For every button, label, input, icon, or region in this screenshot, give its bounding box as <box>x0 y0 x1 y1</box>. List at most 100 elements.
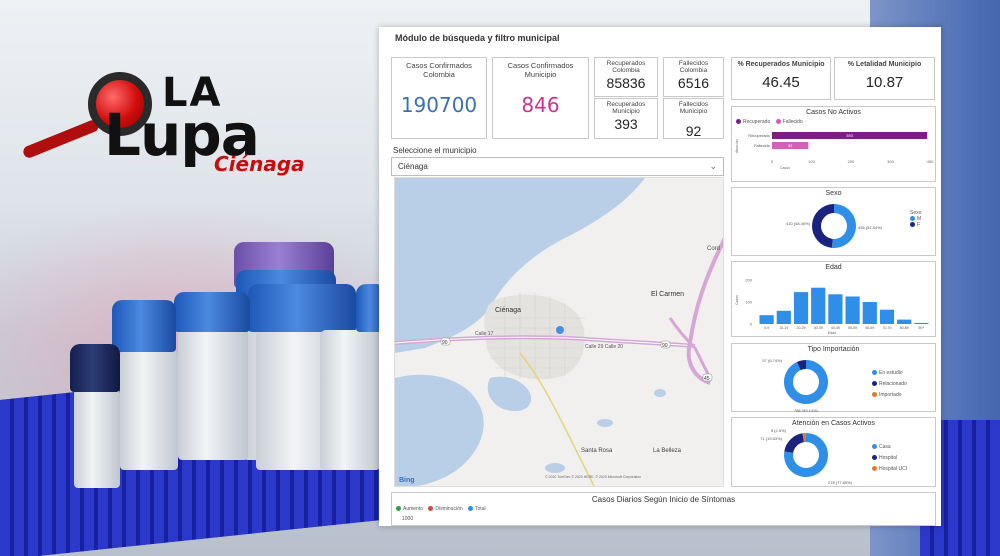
data-label: 393 <box>846 133 853 138</box>
legend-label: Fallecido <box>782 119 803 125</box>
kpi-casos-colombia: Casos Confirmados Colombia 190700 <box>391 57 487 139</box>
legend-label: Disminución <box>435 506 463 512</box>
chart-legend: Sexo M F <box>910 210 921 228</box>
bar <box>776 310 791 324</box>
atencion-donut-chart: 278 (77.65%) 71 (19.83%) 9 (2.5%) <box>760 428 853 485</box>
legend-title: Sexo <box>910 210 922 216</box>
category-label: 40-49 <box>831 326 840 330</box>
dashboard-title: Módulo de búsqueda y filtro municipal <box>395 33 560 43</box>
data-label: 9 (2.5%) <box>771 428 787 433</box>
panel-tipo-importacion: Tipo Importación 788 (93.14%) 57 (6.74%) … <box>731 343 936 412</box>
kpi-label: Recuperados Municipio <box>606 101 646 116</box>
magnifier-handle <box>21 118 101 160</box>
map-label-street: Calle 17 <box>475 331 494 337</box>
tick-label: 100 <box>745 300 752 305</box>
edad-bar-chart: 200 100 0 Casos 0-9 10-19 20-29 30-39 40-49 50-59… <box>735 278 929 335</box>
magnifier-icon <box>88 72 152 136</box>
chart-title: Edad <box>825 264 842 271</box>
panel-atencion: Atención en Casos Activos 278 (77.65%) 71… <box>731 417 936 487</box>
kpi-value: 846 <box>521 93 560 118</box>
axis-title: Casos <box>780 166 790 170</box>
sexo-donut-chart: 436 (51.54%) 410 (48.46%) <box>786 204 883 248</box>
category-label: 0-9 <box>764 326 769 330</box>
axis-title: Casos <box>735 295 739 305</box>
donut-slice <box>784 433 828 477</box>
donut-slice <box>796 360 806 371</box>
route-number: 45 <box>704 376 710 382</box>
highway-45 <box>686 237 723 385</box>
map-label-cienaga: Ciénaga <box>495 307 521 314</box>
casos-no-activos-chart: Atención Recuperado 393 Fallecido 92 0 100 200 3… <box>735 132 934 170</box>
bar <box>879 309 895 324</box>
tick-label: 0 <box>771 159 774 164</box>
legend-label: En estudio <box>879 370 903 376</box>
kpi-value: 190700 <box>400 93 478 118</box>
legend-label: Aumento <box>403 506 424 512</box>
bar <box>772 142 809 149</box>
axis-label: Atención <box>735 139 739 153</box>
map-label-street: Calle 29 Calle 20 <box>585 344 623 350</box>
legend-label: Recuperado <box>743 119 771 125</box>
data-label: 278 (77.65%) <box>828 480 853 485</box>
test-tube <box>74 388 120 488</box>
legend-dot <box>775 119 781 125</box>
kpi-label: Casos Confirmados Municipio <box>507 61 574 79</box>
tick-label: 200 <box>745 278 752 283</box>
location-marker[interactable] <box>556 326 564 334</box>
chart-title: Casos No Activos <box>806 109 861 116</box>
lagoon-area <box>395 374 484 486</box>
dashboard: Módulo de búsqueda y filtro municipal Ca… <box>379 27 941 526</box>
kpi-label: % Letalidad Municipio <box>847 61 922 68</box>
bar <box>862 302 877 324</box>
legend-label: Hospital UCI <box>879 466 908 472</box>
blue-cap <box>174 292 250 332</box>
data-label: 92 <box>788 143 793 148</box>
route-number: 90 <box>442 340 448 346</box>
kpi-label: Casos Confirmados Colombia <box>406 61 472 79</box>
kpi-fallecidos-municipio: Fallecidos Municipio 92 <box>663 98 724 139</box>
kpi-pct-letalidad: % Letalidad Municipio 10.87 <box>834 57 935 100</box>
kpi-value: 393 <box>614 115 638 132</box>
municipio-selected-value: Ciénaga <box>398 162 428 171</box>
axis-tick: 1000 <box>402 516 414 522</box>
bar <box>772 132 928 139</box>
chart-title: Atención en Casos Activos <box>792 420 875 427</box>
chart-legend: Casa Hospital Hospital UCI <box>872 442 907 475</box>
chart-title: Tipo Importación <box>807 346 860 353</box>
bar <box>897 319 912 324</box>
bing-logo: Bing <box>399 477 415 484</box>
category-label: 90+ <box>918 326 924 330</box>
municipio-dropdown[interactable]: Ciénaga ⌄ <box>391 157 724 176</box>
legend-label: Relacionado <box>879 381 907 387</box>
municipio-map[interactable]: 90 90 45 Ciénaga El Carmen Santa Rosa La… <box>394 177 724 487</box>
slicer-label: Seleccione el municipio <box>393 146 477 155</box>
axis-title: Edad <box>828 331 836 335</box>
chart-legend: Recuperado Fallecido <box>736 119 803 125</box>
kpi-label: % Recuperados Municipio <box>737 61 825 68</box>
kpi-value: 92 <box>685 122 702 139</box>
tick-label: 100 <box>808 159 815 164</box>
tick-label: 200 <box>848 159 855 164</box>
tick-label: 300 <box>887 159 894 164</box>
rail-line <box>519 352 595 486</box>
test-tube <box>120 350 178 470</box>
donut-slice <box>802 433 806 443</box>
donut-slice <box>831 204 856 248</box>
chevron-down-icon[interactable]: ⌄ <box>709 161 717 171</box>
kpi-label: Recuperados Colombia <box>606 60 646 75</box>
map-label-el-carmen: El Carmen <box>651 291 684 298</box>
category-label: 10-19 <box>779 326 788 330</box>
category-label: Recuperado <box>748 133 771 138</box>
pond <box>597 419 613 427</box>
data-label: 410 (48.46%) <box>786 221 811 226</box>
legend-label: Casa <box>879 444 891 450</box>
bar <box>811 287 826 324</box>
legend-label: Hospital <box>879 455 898 461</box>
kpi-pct-recuperados: % Recuperados Municipio 46.45 <box>731 57 831 100</box>
lagoon-area <box>487 376 532 412</box>
blue-cap <box>112 300 176 352</box>
data-label: 788 (93.14%) <box>794 408 819 412</box>
logo-lupa-text: Lupa <box>104 101 260 169</box>
legend-label: M <box>917 216 922 222</box>
kpi-casos-municipio: Casos Confirmados Municipio 846 <box>492 57 589 139</box>
